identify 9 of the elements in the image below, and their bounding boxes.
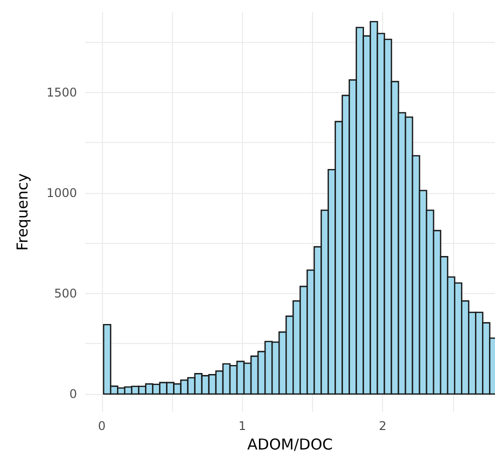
x-tick-label: 0	[98, 419, 106, 434]
y-tick-label: 0	[69, 387, 77, 402]
y-axis-title: Frequency	[14, 173, 32, 251]
x-axis-title: ADOM/DOC	[247, 436, 333, 454]
y-tick-label: 500	[54, 286, 77, 300]
y-tick-label: 1000	[46, 186, 77, 200]
x-tick-label: 1	[238, 419, 246, 434]
y-tick-label: 1500	[46, 85, 77, 100]
x-tick-label: 2	[378, 419, 386, 434]
